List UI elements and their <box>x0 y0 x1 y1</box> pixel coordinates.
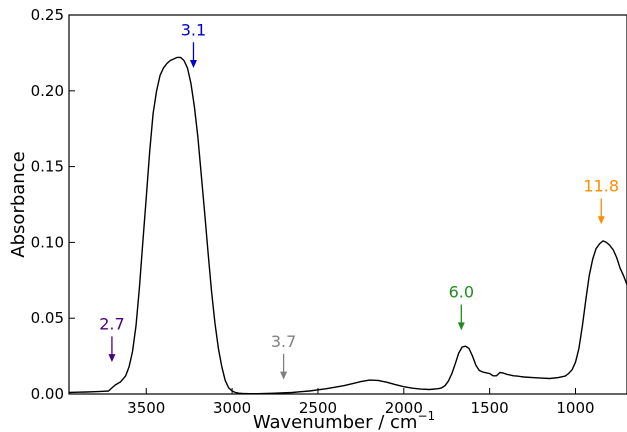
y-tick-label: 0.00 <box>31 385 64 403</box>
annotation-arrow-head <box>597 216 605 225</box>
annotation-label: 2.7 <box>99 314 124 333</box>
x-tick-label: 2000 <box>385 399 423 417</box>
plot-frame <box>68 14 627 395</box>
annotation-label: 3.7 <box>271 332 296 351</box>
x-axis-label-superscript: −1 <box>417 409 435 423</box>
peak-annotation: 3.1 <box>181 20 206 69</box>
peak-annotation: 3.7 <box>271 332 296 380</box>
y-tick-label: 0.20 <box>31 82 64 100</box>
peak-annotation: 11.8 <box>583 176 619 225</box>
annotation-label: 11.8 <box>583 176 619 195</box>
annotation-arrow-head <box>457 322 465 331</box>
annotations-layer: 2.7 3.1 3.7 6.0 11.8 <box>99 20 619 380</box>
x-tick-label: 1500 <box>471 399 509 417</box>
annotation-label: 6.0 <box>449 283 474 302</box>
x-tick-label: 1000 <box>556 399 594 417</box>
ticks-layer: 3500 3000 2500 2000 1500 1000 0.00 0.05 0.10 0.15… <box>31 6 595 417</box>
y-tick-label: 0.05 <box>31 309 64 327</box>
y-tick-label: 0.25 <box>31 6 64 24</box>
y-axis-label: Absorbance <box>8 151 29 257</box>
annotation-arrow-head <box>108 354 116 363</box>
x-axis-label: Wavenumber / cm−1 <box>253 409 435 432</box>
x-axis-label-text: Wavenumber / cm <box>253 412 418 432</box>
x-tick-label: 3500 <box>127 399 165 417</box>
spectrum-line <box>68 56 627 395</box>
peak-annotation: 6.0 <box>449 283 474 331</box>
y-tick-label: 0.10 <box>31 233 64 251</box>
annotation-arrow-head <box>280 371 288 380</box>
x-tick-label: 2500 <box>299 399 337 417</box>
peak-annotation: 2.7 <box>99 314 125 363</box>
annotation-arrow-head <box>189 60 197 69</box>
x-tick-label: 3000 <box>213 399 251 417</box>
y-tick-label: 0.15 <box>31 158 64 176</box>
annotation-label: 3.1 <box>181 20 206 39</box>
